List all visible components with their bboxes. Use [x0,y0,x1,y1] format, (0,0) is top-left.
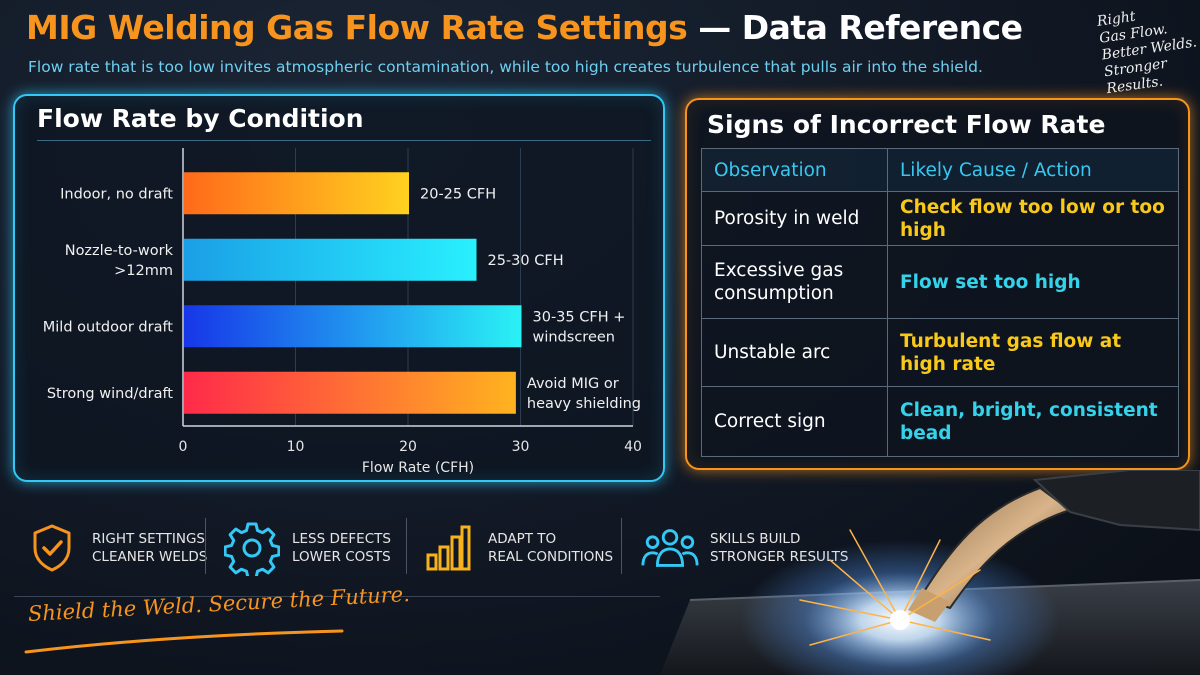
benefits-strip: RIGHT SETTINGS CLEANER WELDS LESS DEFECTS… [0,508,860,588]
title-accent: MIG Welding Gas Flow Rate Settings [26,8,688,47]
benefit-item: LESS DEFECTS LOWER COSTS [222,508,391,588]
welding-torch-illustration [660,470,1200,675]
title-rest: — Data Reference [687,8,1023,47]
table-panel-title: Signs of Incorrect Flow Rate [707,110,1106,139]
chart-panel-divider [37,140,651,141]
table-row: Correct sign Clean, bright, consistent b… [701,386,1179,457]
data-label: 30-35 CFH + [533,309,626,325]
category-label: Strong wind/draft [47,386,173,402]
observation-cell: Excessive gas consumption [701,245,888,319]
benefit-line: LESS DEFECTS [292,531,391,547]
category-label: Mild outdoor draft [43,319,174,335]
flow-signs-table: Observation Likely Cause / Action Porosi… [701,148,1179,457]
bar [184,172,409,215]
slogan: Shield the Weld. Secure the Future. [27,582,411,626]
table-header-row: Observation Likely Cause / Action [701,148,1179,192]
x-axis-label: Flow Rate (CFH) [362,460,474,476]
chart-panel: Flow Rate by Condition 0 10 20 30 40 Flow Rat… [13,94,665,482]
category-label: Nozzle-to-work [65,243,174,259]
x-tick-label: 0 [179,439,188,455]
bar-chart-icon [418,518,478,578]
slogan-swoosh [24,629,344,654]
benefit-line: LOWER COSTS [292,549,391,565]
benefit-line: SKILLS BUILD [710,531,801,547]
data-label: 25-30 CFH [488,253,564,269]
team-icon [640,518,700,578]
data-label: Avoid MIG or [527,376,619,392]
data-label: 20-25 CFH [420,186,496,202]
page-title: MIG Welding Gas Flow Rate Settings — Dat… [26,8,1023,47]
data-label: windscreen [533,329,615,345]
benefit-line: RIGHT SETTINGS [92,531,205,547]
cause-cell: Flow set too high [887,245,1179,319]
shield-check-icon [22,518,82,578]
benefit-divider [205,518,206,574]
cause-cell: Check flow too low or too high [887,191,1179,246]
benefit-divider [621,518,622,574]
category-label: Indoor, no draft [60,186,173,202]
page-subtitle: Flow rate that is too low invites atmosp… [28,58,983,76]
table-header-observation: Observation [701,148,888,192]
table-row: Excessive gas consumption Flow set too h… [701,245,1179,319]
cause-cell: Clean, bright, consistent bead [887,386,1179,457]
table-row: Porosity in weld Check flow too low or t… [701,191,1179,246]
gear-icon [222,518,282,578]
bar [184,238,477,281]
category-label: >12mm [114,263,173,279]
chart-panel-title: Flow Rate by Condition [37,104,364,133]
bar [184,305,522,348]
table-header-cause: Likely Cause / Action [887,148,1179,192]
benefit-line: REAL CONDITIONS [488,549,614,565]
benefit-item: ADAPT TO REAL CONDITIONS [418,508,613,588]
corner-tagline: Right Gas Flow. Better Welds. Stronger R… [1096,0,1200,98]
observation-cell: Unstable arc [701,318,888,387]
bar [184,371,516,414]
bar-chart: 0 10 20 30 40 Flow Rate (CFH) Indoor, no draft… [43,148,642,476]
benefit-item: RIGHT SETTINGS CLEANER WELDS [22,508,207,588]
x-tick-label: 10 [287,439,305,455]
footer-divider [14,596,660,597]
x-tick-label: 30 [512,439,530,455]
benefit-line: ADAPT TO [488,531,557,547]
table-row: Unstable arc Turbulent gas flow at high … [701,318,1179,387]
table-panel: Signs of Incorrect Flow Rate Observation… [685,98,1190,470]
data-label: heavy shielding [527,396,641,412]
observation-cell: Correct sign [701,386,888,457]
observation-cell: Porosity in weld [701,191,888,246]
benefit-divider [406,518,407,574]
x-tick-label: 20 [399,439,417,455]
cause-cell: Turbulent gas flow at high rate [887,318,1179,387]
benefit-line: CLEANER WELDS [92,549,208,565]
x-tick-label: 40 [624,439,642,455]
